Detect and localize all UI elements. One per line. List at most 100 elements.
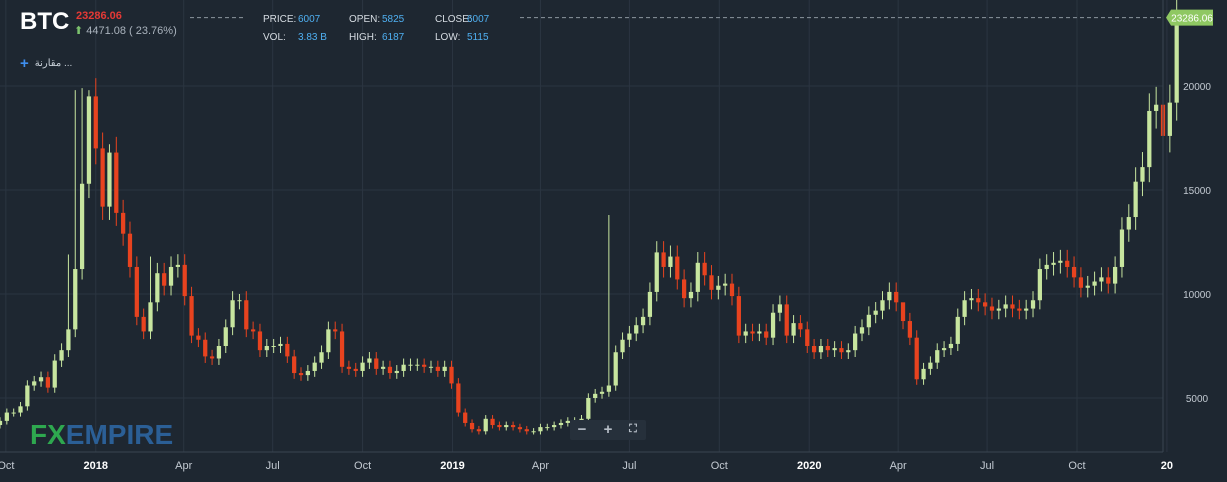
candle xyxy=(380,360,386,375)
candle xyxy=(490,415,495,429)
candle xyxy=(312,356,317,377)
candle xyxy=(681,269,687,308)
candle-body xyxy=(1030,300,1036,309)
candle xyxy=(989,297,995,320)
candle-body xyxy=(1078,277,1084,288)
candle-body xyxy=(401,364,406,371)
candle-body xyxy=(0,420,3,426)
candle xyxy=(79,88,85,280)
candle-body xyxy=(1154,104,1159,111)
candle-body xyxy=(360,362,365,371)
zoom-in-button[interactable]: + xyxy=(603,421,613,438)
candle xyxy=(278,336,283,354)
candle-body xyxy=(935,350,940,363)
candle-body xyxy=(586,398,591,419)
candle-body xyxy=(1126,217,1131,230)
compare-button[interactable]: + مقارنة ... xyxy=(20,55,72,72)
x-tick-label: Jul xyxy=(622,460,636,472)
chart-grid xyxy=(0,0,1168,452)
candle xyxy=(914,330,919,385)
candle xyxy=(237,294,242,310)
candle-body xyxy=(887,291,892,301)
x-tick-label: Oct xyxy=(711,460,728,472)
candle-body xyxy=(900,302,906,322)
candle xyxy=(483,415,488,435)
candle-body xyxy=(59,350,64,361)
candle-body xyxy=(79,183,85,270)
candle xyxy=(25,380,30,411)
candle xyxy=(1126,204,1131,242)
fullscreen-button[interactable]: ⛶ xyxy=(629,423,637,435)
candle-body xyxy=(257,331,263,351)
candle-body xyxy=(681,279,687,299)
candle xyxy=(422,358,427,373)
candle-body xyxy=(716,285,721,290)
zoom-out-button[interactable]: − xyxy=(577,421,587,438)
candle xyxy=(134,256,139,326)
candle-body xyxy=(723,283,728,286)
candle-body xyxy=(380,366,386,369)
candle xyxy=(695,252,700,302)
candle-body xyxy=(1010,304,1015,309)
candle xyxy=(736,286,741,344)
candle xyxy=(449,360,454,389)
candle-body xyxy=(346,366,352,369)
candle-body xyxy=(312,362,317,371)
candle-body xyxy=(449,366,454,384)
candle-body xyxy=(914,337,919,380)
candle-body xyxy=(18,406,23,413)
candle xyxy=(510,421,516,431)
candle xyxy=(818,338,824,359)
candle xyxy=(4,408,9,425)
close-label: CLOSE: xyxy=(435,14,472,25)
candle-body xyxy=(415,364,420,366)
candle-body xyxy=(298,373,304,376)
candle xyxy=(1099,267,1104,292)
candle-body xyxy=(175,264,180,267)
candle xyxy=(298,367,304,381)
candle-body xyxy=(634,325,639,334)
candle-body xyxy=(483,418,488,432)
candle xyxy=(962,291,967,326)
candle xyxy=(175,254,180,278)
candle-body xyxy=(558,422,564,426)
candle-body xyxy=(223,327,228,346)
candle-body xyxy=(387,366,393,374)
candle xyxy=(941,341,947,357)
candle xyxy=(1030,291,1036,318)
candle xyxy=(408,358,413,371)
candle-body xyxy=(640,316,646,326)
candle xyxy=(1154,86,1159,129)
candle-body xyxy=(45,377,51,388)
candle xyxy=(45,371,51,393)
candle-body xyxy=(319,352,324,363)
candle xyxy=(634,317,639,342)
candle xyxy=(558,419,564,429)
candle-body xyxy=(141,316,146,332)
y-tick-label: 5000 xyxy=(1186,394,1209,405)
last-price: 23286.06 xyxy=(76,10,122,22)
candle-body xyxy=(620,339,625,353)
candle xyxy=(1133,167,1138,230)
candle-body xyxy=(1092,281,1097,286)
candle xyxy=(873,302,878,324)
candle-body xyxy=(1003,304,1008,309)
candle xyxy=(723,273,728,296)
candle xyxy=(1037,258,1042,310)
candle xyxy=(0,417,3,429)
candle-body xyxy=(134,266,139,317)
candle xyxy=(292,349,297,379)
x-tick-label: 2018 xyxy=(84,460,108,472)
candle-body xyxy=(435,366,440,371)
candle xyxy=(976,288,981,312)
candle xyxy=(928,356,933,375)
candle xyxy=(640,308,646,334)
vol-value: 3.83 B xyxy=(298,32,327,43)
candle xyxy=(805,321,810,354)
candle xyxy=(866,306,871,336)
candle xyxy=(223,319,228,354)
candle-body xyxy=(907,321,912,338)
candle xyxy=(196,328,201,348)
candle-body xyxy=(189,296,194,336)
